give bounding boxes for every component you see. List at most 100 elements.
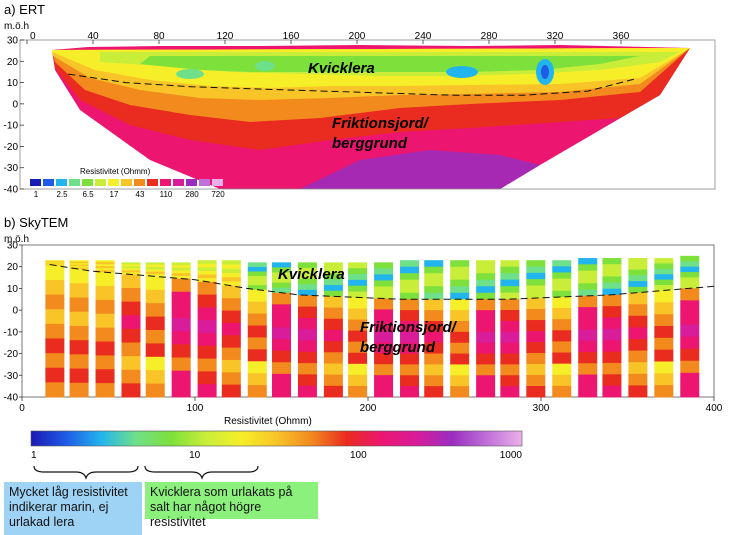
skytem-layer xyxy=(552,290,572,298)
skytem-layer xyxy=(602,340,622,352)
skytem-layer xyxy=(450,310,470,322)
skytem-layer xyxy=(297,385,317,398)
skytem-layer xyxy=(197,345,217,359)
skytem-layer xyxy=(323,262,343,269)
skytem-layer xyxy=(400,260,420,268)
skytem-layer xyxy=(247,289,267,303)
skytem-layer xyxy=(121,342,141,357)
skytem-layer xyxy=(272,385,291,398)
ert-x-tick-label: 200 xyxy=(349,31,366,42)
skytem-y-tick-label: 0 xyxy=(12,306,18,317)
skytem-layer xyxy=(323,318,343,331)
skytem-layer xyxy=(221,260,241,265)
skytem-layer xyxy=(171,291,191,306)
skytem-layer xyxy=(348,385,368,398)
skytem-layer xyxy=(323,273,343,280)
skytem-layer xyxy=(680,300,700,313)
skytem-layer xyxy=(348,262,368,269)
skytem-layer xyxy=(95,341,115,356)
skytem-layer xyxy=(221,264,241,270)
skytem-layer xyxy=(476,331,496,344)
skytem-layer xyxy=(628,286,648,294)
skytem-layer xyxy=(680,384,700,398)
skytem-layer xyxy=(171,270,191,274)
skytem-layer xyxy=(374,353,394,365)
skytem-layer xyxy=(69,325,89,341)
skytem-layer xyxy=(121,356,141,371)
skytem-layer xyxy=(578,283,598,290)
skytem-layer xyxy=(476,279,496,287)
skytem-layer xyxy=(121,270,141,273)
skytem-layer xyxy=(45,353,65,369)
skytem-layer xyxy=(297,273,317,280)
skytem-layer xyxy=(272,277,291,284)
skytem-layer xyxy=(552,260,572,267)
skytem-layer xyxy=(145,271,165,275)
skytem-sounding xyxy=(297,262,317,398)
skytem-layer xyxy=(680,348,700,362)
skytem-layer xyxy=(69,283,89,298)
skytem-layer xyxy=(500,292,520,300)
skytem-layer xyxy=(628,339,648,352)
skytem-layer xyxy=(121,369,141,384)
skytem-layer xyxy=(221,322,241,336)
skytem-layer xyxy=(145,303,165,318)
skytem-layer xyxy=(323,352,343,364)
skytem-layer xyxy=(526,298,546,310)
skytem-layer xyxy=(247,285,267,291)
skytem-layer xyxy=(145,330,165,344)
skytem-layer xyxy=(323,307,343,320)
skytem-sounding xyxy=(272,262,291,398)
skytem-layer xyxy=(297,329,317,341)
skytem-layer xyxy=(374,320,394,332)
skytem-layer xyxy=(578,258,598,265)
ert-legend-swatch xyxy=(160,179,171,186)
skytem-layer xyxy=(450,273,470,281)
skytem-layer xyxy=(450,321,470,333)
skytem-layer xyxy=(247,337,267,350)
skytem-layer xyxy=(654,325,674,339)
skytem-layer xyxy=(526,375,546,387)
skytem-layer xyxy=(121,301,141,316)
skytem-layer xyxy=(578,270,598,278)
skytem-layer xyxy=(526,364,546,376)
skytem-layer xyxy=(297,351,317,364)
skytem-layer xyxy=(45,323,65,339)
skytem-layer xyxy=(400,273,420,281)
skytem-layer xyxy=(424,266,444,274)
skytem-sounding xyxy=(221,260,241,398)
skytem-layer xyxy=(297,295,317,308)
skytem-layer xyxy=(95,260,115,263)
skytem-layer xyxy=(602,270,622,277)
ert-axes: 0 40 80 120 160 200 240 280 320 360 30 20 10 0 -10 -20 -… xyxy=(4,31,630,196)
skytem-sounding xyxy=(450,260,470,398)
ert-clay-boundary-line xyxy=(68,73,638,96)
skytem-y-tick-label: 30 xyxy=(7,241,19,252)
skytem-layer xyxy=(526,331,546,343)
ert-legend-swatch xyxy=(173,179,184,186)
skytem-layer xyxy=(197,267,217,272)
skytem-layer xyxy=(654,361,674,374)
skytem-layer xyxy=(602,264,622,271)
skytem-layer xyxy=(272,272,291,278)
skytem-layer xyxy=(197,332,217,347)
skytem-layer xyxy=(171,318,191,332)
skytem-layer xyxy=(526,266,546,274)
skytem-layer xyxy=(654,285,674,291)
skytem-x-tick-label: 100 xyxy=(187,403,204,414)
skytem-sounding xyxy=(95,260,115,398)
skytem-layer xyxy=(323,341,343,353)
ert-x-tick-label: 160 xyxy=(283,31,300,42)
skytem-layer xyxy=(476,342,496,354)
skytem-layer xyxy=(145,343,165,358)
skytem-layer xyxy=(221,285,241,299)
skytem-layer xyxy=(500,320,520,333)
skytem-layer xyxy=(272,304,291,317)
skytem-layer xyxy=(552,341,572,353)
skytem-layer xyxy=(680,255,700,262)
skytem-layer xyxy=(374,375,394,387)
skytem-layer xyxy=(247,262,267,268)
skytem-layer xyxy=(95,286,115,301)
skytem-layer xyxy=(297,278,317,285)
